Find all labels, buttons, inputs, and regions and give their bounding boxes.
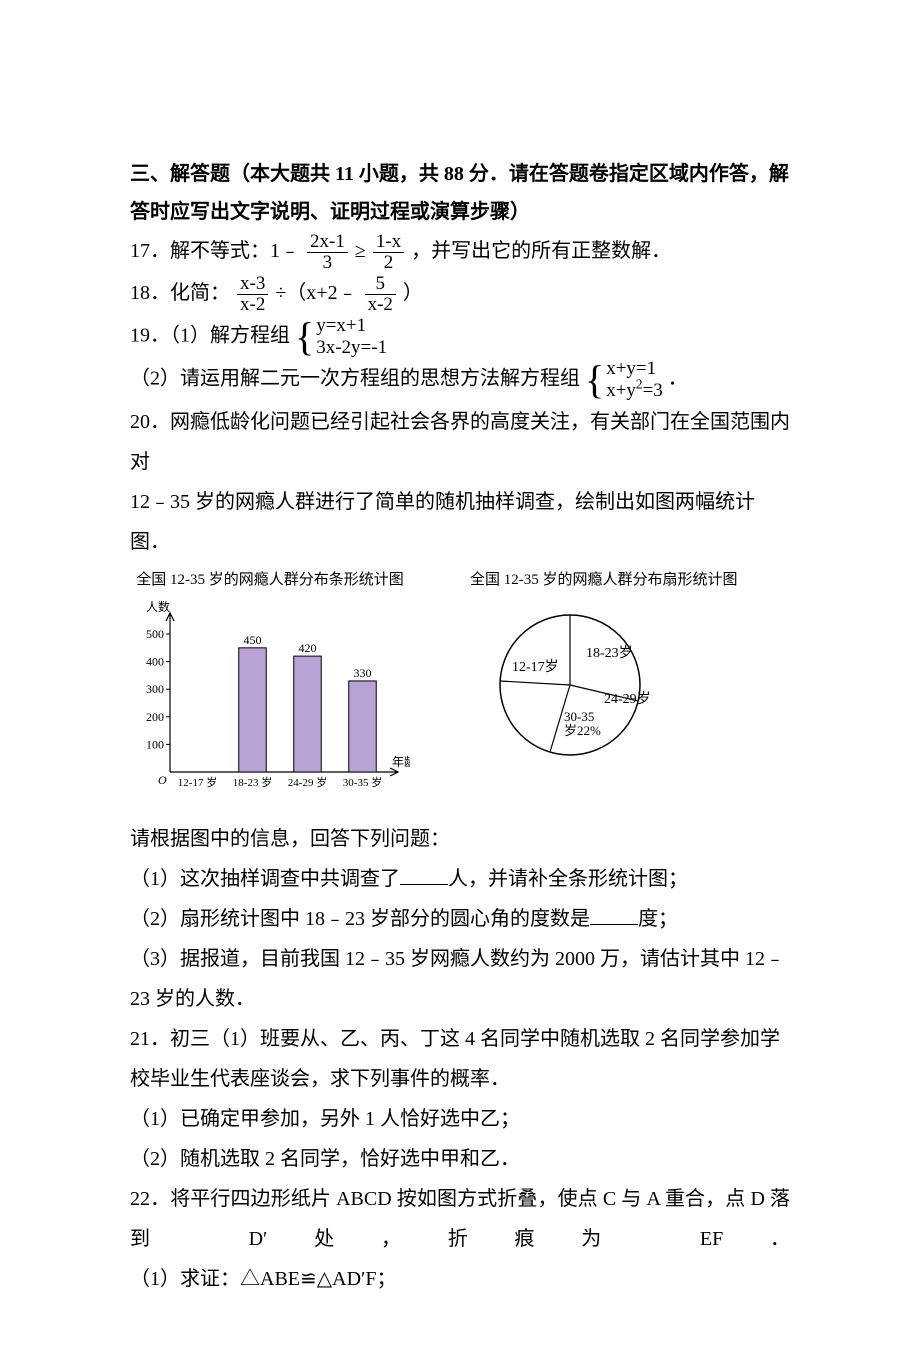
q22-p1: （1）求证：△ABE≌△AD′F； xyxy=(130,1259,790,1299)
svg-text:人数: 人数 xyxy=(146,599,170,614)
svg-text:O: O xyxy=(158,773,167,787)
pie-chart-wrapper: 全国 12-35 岁的网瘾人群分布扇形统计图 18-23岁 24-29岁 30-… xyxy=(470,566,738,788)
pie-label-12-17: 12-17岁 xyxy=(512,659,559,675)
q19-sys1-r1: y=x+1 xyxy=(316,315,387,337)
pie-label-18-23: 18-23岁 xyxy=(586,645,633,661)
q18-fracA-den: x-2 xyxy=(237,294,268,315)
q18-fracB-num: 5 xyxy=(365,274,396,294)
q19-sys2-r2a: x+y xyxy=(606,380,636,401)
q17-frac2-num: 1-x xyxy=(373,232,404,252)
svg-text:100: 100 xyxy=(146,737,164,751)
q19-system1: { y=x+1 3x-2y=-1 xyxy=(295,315,387,359)
q17-frac2: 1-x 2 xyxy=(373,232,404,273)
svg-text:18-23 岁: 18-23 岁 xyxy=(233,775,272,789)
svg-text:400: 400 xyxy=(146,654,164,668)
q21-p2: （2）随机选取 2 名同学，恰好选中甲和乙． xyxy=(130,1139,790,1179)
q19-sys1-rows: y=x+1 3x-2y=-1 xyxy=(316,315,387,359)
document-page: 三、解答题（本大题共 11 小题，共 88 分．请在答题卷指定区域内作答，解答时… xyxy=(0,0,920,1349)
question-19-part1: 19．（1）解方程组 { y=x+1 3x-2y=-1 xyxy=(130,315,790,359)
q17-frac1: 2x-1 3 xyxy=(307,232,348,273)
q19-p1-prefix: 19．（1）解方程组 xyxy=(130,324,290,346)
brace-icon: { xyxy=(295,317,314,357)
question-20-intro1: 20．网瘾低龄化问题已经引起社会各界的高度关注，有关部门在全国范围内对 xyxy=(130,402,790,482)
q17-suffix: ，并写出它的所有正整数解． xyxy=(411,240,671,262)
q19-sys2-rows: x+y=1 x+y2=3 xyxy=(606,358,663,402)
q21-p1: （1）已确定甲参加，另外 1 人恰好选中乙； xyxy=(130,1099,790,1139)
q20-p2b: 度； xyxy=(638,908,678,930)
q17-frac1-den: 3 xyxy=(307,252,348,273)
svg-text:200: 200 xyxy=(146,709,164,723)
q19-p2-prefix: （2）请运用解二元一次方程组的思想方法解方程组 xyxy=(130,368,580,390)
q18-suffix: ） xyxy=(403,282,423,304)
charts-row: 全国 12-35 岁的网瘾人群分布条形统计图 人数 100 200 300 400 500… xyxy=(130,566,790,813)
q20-p3: （3）据报道，目前我国 12﹣35 岁网瘾人数约为 2000 万，请估计其中 1… xyxy=(130,939,790,1019)
q17-ge: ≥ xyxy=(355,240,366,262)
q20-p1a: （1）这次抽样调查中共调查了 xyxy=(130,868,400,890)
question-17: 17．解不等式：1﹣ 2x-1 3 ≥ 1-x 2 ，并写出它的所有正整数解． xyxy=(130,231,790,273)
q20-p1: （1）这次抽样调查中共调查了 人，并请补全条形统计图； xyxy=(130,859,790,899)
question-21-intro: 21．初三（1）班要从、乙、丙、丁这 4 名同学中随机选取 2 名同学参加学校毕… xyxy=(130,1019,790,1099)
q18-prefix: 18．化简： xyxy=(130,282,230,304)
q18-mid: ÷（x+2﹣ xyxy=(275,282,357,304)
q19-system2: { x+y=1 x+y2=3 xyxy=(585,358,663,402)
pie-chart: 18-23岁 24-29岁 30-35 岁22% 12-17岁 xyxy=(470,595,670,775)
q19-period: ． xyxy=(668,368,688,390)
q20-after-charts: 请根据图中的信息，回答下列问题： xyxy=(130,819,790,859)
svg-text:500: 500 xyxy=(146,627,164,641)
svg-text:30-35 岁: 30-35 岁 xyxy=(343,775,382,789)
bar-chart: 人数 100 200 300 400 500 O 12-17 岁 450 18-23 岁 420 24… xyxy=(130,595,410,800)
svg-text:420: 420 xyxy=(299,641,317,655)
blank-field xyxy=(590,904,638,925)
pie-label-30-35a: 30-35 xyxy=(564,709,594,724)
q19-sys2-r2: x+y2=3 xyxy=(606,380,663,402)
q17-frac2-den: 2 xyxy=(373,252,404,273)
q18-fracB: 5 x-2 xyxy=(365,274,396,315)
q18-fracA-num: x-3 xyxy=(237,274,268,294)
svg-text:12-17 岁: 12-17 岁 xyxy=(178,775,217,789)
q18-fracB-den: x-2 xyxy=(365,294,396,315)
pie-label-30-35b: 岁22% xyxy=(564,723,601,738)
q19-sys2-r1: x+y=1 xyxy=(606,358,663,380)
blank-field xyxy=(400,864,448,885)
svg-text:24-29 岁: 24-29 岁 xyxy=(288,775,327,789)
brace-icon: { xyxy=(585,360,604,400)
svg-text:330: 330 xyxy=(354,666,372,680)
bar-chart-wrapper: 全国 12-35 岁的网瘾人群分布条形统计图 人数 100 200 300 400 500… xyxy=(130,566,410,813)
q20-p1b: 人，并请补全条形统计图； xyxy=(448,868,688,890)
q19-sys1-r2: 3x-2y=-1 xyxy=(316,337,387,359)
q19-sys2-r2b: =3 xyxy=(643,380,663,401)
bar-chart-title: 全国 12-35 岁的网瘾人群分布条形统计图 xyxy=(130,566,410,595)
q20-p2a: （2）扇形统计图中 18﹣23 岁部分的圆心角的度数是 xyxy=(130,908,590,930)
svg-text:450: 450 xyxy=(244,632,262,646)
q17-prefix: 17．解不等式：1﹣ xyxy=(130,240,300,262)
pie-chart-title: 全国 12-35 岁的网瘾人群分布扇形统计图 xyxy=(470,566,738,595)
q18-fracA: x-3 x-2 xyxy=(237,274,268,315)
q17-frac1-num: 2x-1 xyxy=(307,232,348,252)
svg-text:300: 300 xyxy=(146,682,164,696)
pie-label-24-29: 24-29岁 xyxy=(604,691,651,707)
question-19-part2: （2）请运用解二元一次方程组的思想方法解方程组 { x+y=1 x+y2=3 ． xyxy=(130,358,790,402)
section-three-header: 三、解答题（本大题共 11 小题，共 88 分．请在答题卷指定区域内作答，解答时… xyxy=(130,155,790,231)
svg-text:年龄: 年龄 xyxy=(392,755,410,769)
question-20-intro2: 12﹣35 岁的网瘾人群进行了简单的随机抽样调查，绘制出如图两幅统计图． xyxy=(130,482,790,562)
q20-p2: （2）扇形统计图中 18﹣23 岁部分的圆心角的度数是 度； xyxy=(130,899,790,939)
question-22-intro: 22．将平行四边形纸片 ABCD 按如图方式折叠，使点 C 与 A 重合，点 D… xyxy=(130,1179,790,1259)
question-18: 18．化简： x-3 x-2 ÷（x+2﹣ 5 x-2 ） xyxy=(130,273,790,315)
